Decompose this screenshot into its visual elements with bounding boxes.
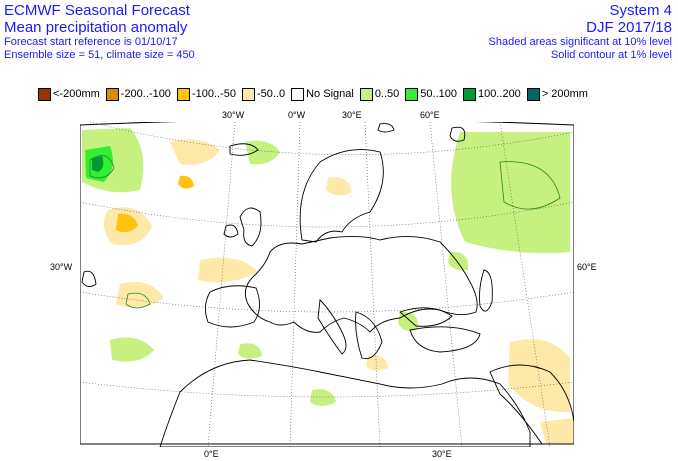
coast-caspian — [479, 269, 493, 312]
coast-iceland — [229, 143, 259, 156]
coast-iberia — [205, 285, 260, 328]
coast-uk — [239, 207, 262, 247]
legend-swatch — [176, 87, 190, 101]
coast-africa — [159, 359, 531, 448]
lon-label-60e-top: 60°E — [420, 110, 440, 120]
lon-label-0e-bottom: 0°E — [204, 449, 219, 459]
legend-swatch — [291, 87, 305, 101]
coast-novaya-zemlya — [449, 126, 466, 142]
legend-item: No Signal — [291, 87, 354, 101]
legend-item: -200..-100 — [105, 87, 171, 101]
legend-item: 0..50 — [359, 87, 400, 101]
legend-label: 50..100 — [420, 88, 457, 100]
subtitle: Mean precipitation anomaly — [4, 19, 188, 36]
header-left: ECMWF Seasonal Forecast Mean precipitati… — [4, 2, 195, 62]
system-label: System 4 — [609, 2, 672, 19]
title: ECMWF Seasonal Forecast — [4, 2, 190, 19]
coast-turkey — [409, 326, 481, 353]
legend-item: > 200mm — [526, 87, 588, 101]
legend-item: <-200mm — [38, 87, 100, 101]
region-very-strong-pos — [92, 156, 104, 172]
legend-swatch — [359, 87, 373, 101]
region-neg-north-core — [178, 175, 194, 189]
region-neg-north — [170, 139, 220, 165]
forecast-start: Forecast start reference is 01/10/17 — [4, 36, 178, 48]
map-frame: 30°W 0°W 30°E 60°E 30°W 60°E 0°E 30°E — [50, 110, 597, 459]
legend-label: -50..0 — [256, 88, 286, 100]
contours-1pct — [89, 155, 561, 309]
legend-label: 0..50 — [374, 88, 400, 100]
region-neg-scandinavia — [326, 177, 352, 196]
legend-swatch — [526, 87, 540, 101]
lon-label-30w-top: 30°W — [222, 110, 245, 120]
legend-swatch — [105, 87, 119, 101]
region-pos-mediterranean — [238, 343, 262, 359]
legend-item: 100..200 — [462, 87, 521, 101]
legend-swatch — [405, 87, 419, 101]
lon-label-30e-top: 30°E — [342, 110, 362, 120]
legend-swatch — [38, 87, 51, 101]
region-neg-atlantic-core — [116, 213, 138, 233]
coast-scandinavia — [299, 149, 384, 243]
coast-italy — [317, 299, 347, 355]
region-neg-egypt — [540, 418, 574, 444]
lon-label-0w-top: 0°W — [288, 110, 306, 120]
coast-arabia — [489, 364, 575, 445]
coastlines — [81, 123, 575, 448]
region-pos-westatlantic — [110, 337, 154, 362]
legend-item: -100..-50 — [176, 87, 236, 101]
season-label: DJF 2017/18 — [586, 19, 672, 36]
ensemble-size: Ensemble size = 51, climate size = 450 — [4, 49, 195, 61]
region-neg-azores — [116, 281, 164, 308]
legend-item: 50..100 — [405, 87, 457, 101]
legend-label: No Signal — [306, 88, 354, 100]
legend-label: -100..-50 — [191, 88, 236, 100]
legend-label: 100..200 — [477, 88, 521, 100]
region-neg-greece — [366, 355, 388, 371]
legend-label: > 200mm — [541, 88, 588, 100]
map-svg — [79, 119, 575, 448]
region-neg-iberia — [198, 257, 258, 283]
coast-svalbard — [377, 123, 395, 133]
legend: <-200mm -200..-100 -100..-50 -50..0 No Signa… — [38, 86, 594, 102]
region-neg-arabia — [508, 339, 570, 413]
contour-note: Solid contour at 1% level — [550, 49, 672, 61]
coast-balkans — [355, 311, 383, 360]
coast-ireland — [223, 224, 239, 238]
region-pos-libya — [310, 389, 336, 406]
header-right: System 4 DJF 2017/18 Shaded areas signif… — [489, 2, 672, 62]
lat-label-left: 30°W — [50, 262, 73, 272]
coast-blacksea — [399, 307, 453, 327]
region-pos-russia — [451, 132, 570, 254]
significance-note: Shaded areas significant at 10% level — [488, 36, 672, 48]
lon-label-30e-bottom: 30°E — [432, 449, 452, 459]
legend-label: <-200mm — [53, 88, 100, 100]
lat-label-right: 60°E — [577, 262, 597, 272]
coast-newfoundland — [81, 270, 97, 287]
coast-europe-main — [244, 235, 478, 333]
legend-swatch — [241, 87, 255, 101]
legend-swatch — [462, 87, 476, 101]
legend-item: -50..0 — [241, 87, 286, 101]
legend-label: -200..-100 — [120, 88, 171, 100]
graticule — [79, 121, 575, 448]
